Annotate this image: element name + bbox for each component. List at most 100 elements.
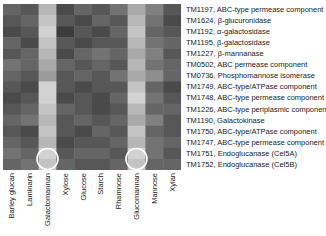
heat-cell	[145, 59, 163, 71]
heat-cell	[56, 137, 74, 149]
row-tick: TM1197, ABC-type permease component	[183, 5, 324, 14]
heat-cell	[39, 93, 57, 105]
heat-cell	[110, 4, 128, 16]
heat-cell	[39, 126, 57, 138]
heat-cell	[110, 59, 128, 71]
heat-cell	[92, 48, 110, 60]
column-label: Xylose	[61, 173, 70, 196]
row-label: TM1195, β-galactosidase	[186, 38, 270, 47]
heat-cell	[163, 126, 181, 138]
heat-cell	[39, 26, 57, 38]
plot: TM1197, ABC-type permease component TM162…	[3, 4, 326, 226]
heat-cell	[145, 104, 163, 116]
heat-cell	[110, 37, 128, 49]
heat-cell	[145, 159, 163, 170]
row-label: TM1747, ABC-type permease component	[186, 138, 325, 147]
heat-cell	[110, 81, 128, 93]
heat-cell	[3, 159, 21, 170]
heat-cell	[3, 93, 21, 105]
heat-cell	[145, 148, 163, 160]
heat-cell	[145, 15, 163, 27]
column-tick: Starch	[96, 170, 105, 195]
heat-cell	[163, 93, 181, 105]
heat-cell	[56, 104, 74, 116]
row-tick: TM1227, β-mannanase	[183, 49, 264, 58]
heat-cell	[56, 115, 74, 127]
row-tick: TM1226, ABC-type periplasmic component	[183, 105, 326, 114]
heat-cell	[110, 115, 128, 127]
row-tick: TM0502, ABC permease component	[183, 60, 308, 69]
row-label: TM1748, ABC-type permease component	[186, 93, 325, 102]
column-tick: Laminarin	[25, 170, 34, 206]
heat-cell	[163, 48, 181, 60]
heat-cell	[56, 126, 74, 138]
heat-cell	[39, 104, 57, 116]
heat-cell	[56, 15, 74, 27]
column-axis: Barley glucan Laminarin Galactomannan Xylos…	[7, 170, 176, 226]
heat-cell	[39, 15, 57, 27]
heat-cell	[110, 26, 128, 38]
highlight-circle	[126, 148, 147, 169]
heat-cell	[163, 115, 181, 127]
heat-cell	[39, 81, 57, 93]
column-tick: Mannose	[150, 170, 159, 204]
row-label: TM0502, ABC permease component	[186, 60, 308, 69]
row-tick: TM1748, ABC-type permease component	[183, 93, 325, 102]
heat-cell	[92, 104, 110, 116]
row-label: TM1192, α-galactosidase	[186, 27, 270, 36]
heat-cell	[39, 37, 57, 49]
heat-cell	[110, 137, 128, 149]
heat-cell	[145, 4, 163, 16]
column-label: Glucomannan	[132, 173, 141, 220]
heat-cell	[128, 15, 146, 27]
row-tick: TM1750, ABC-type/ATPase component	[183, 127, 318, 136]
heat-cell	[163, 26, 181, 38]
heat-cell	[145, 70, 163, 82]
heat-cell	[92, 137, 110, 149]
heat-cell	[92, 93, 110, 105]
heat-cell	[128, 48, 146, 60]
heat-cell	[145, 93, 163, 105]
heat-cell	[92, 159, 110, 170]
heat-cell	[56, 26, 74, 38]
heat-cell	[92, 4, 110, 16]
heat-cell	[163, 137, 181, 149]
heat-cell	[39, 59, 57, 71]
column-label: Glucose	[79, 173, 88, 201]
heat-cell	[39, 137, 57, 149]
row-label: TM1749, ABC-type/ATPase component	[186, 82, 318, 91]
heat-cell	[128, 115, 146, 127]
heat-cell	[163, 59, 181, 71]
heat-cell	[92, 59, 110, 71]
heat-cell	[21, 26, 39, 38]
heat-cell	[145, 137, 163, 149]
column-tick: Glucomannan	[132, 170, 141, 220]
row-label: TM1226, ABC-type periplasmic component	[186, 105, 326, 114]
heat-cell	[74, 81, 92, 93]
heat-cell	[21, 93, 39, 105]
column-label: Mannose	[150, 173, 159, 204]
column-tick: Xylan	[168, 170, 177, 192]
column-tick: Galactomannan	[43, 170, 52, 226]
heat-cell	[128, 104, 146, 116]
heat-cell	[74, 104, 92, 116]
column-tick: Rhamnose	[114, 170, 123, 209]
column-tick: Barley glucan	[7, 170, 16, 218]
row-label: TM1227, β-mannanase	[186, 49, 264, 58]
row-label: TM1752, Endoglucanase (Cel5B)	[186, 160, 297, 169]
row-tick: TM1624, β-glucuronidase	[183, 16, 271, 25]
heat-cell	[74, 137, 92, 149]
heat-cell	[21, 4, 39, 16]
heat-cell	[128, 4, 146, 16]
heat-cell	[3, 37, 21, 49]
heat-cell	[92, 26, 110, 38]
column-label: Rhamnose	[114, 173, 123, 209]
heat-cell	[3, 15, 21, 27]
heat-cell	[3, 70, 21, 82]
row-label: TM1750, ABC-type/ATPase component	[186, 127, 318, 136]
heat-cell	[56, 81, 74, 93]
heat-cell	[110, 48, 128, 60]
heat-cell	[92, 115, 110, 127]
chart: TM1197, ABC-type permease component TM162…	[0, 0, 326, 236]
heat-cell	[92, 15, 110, 27]
